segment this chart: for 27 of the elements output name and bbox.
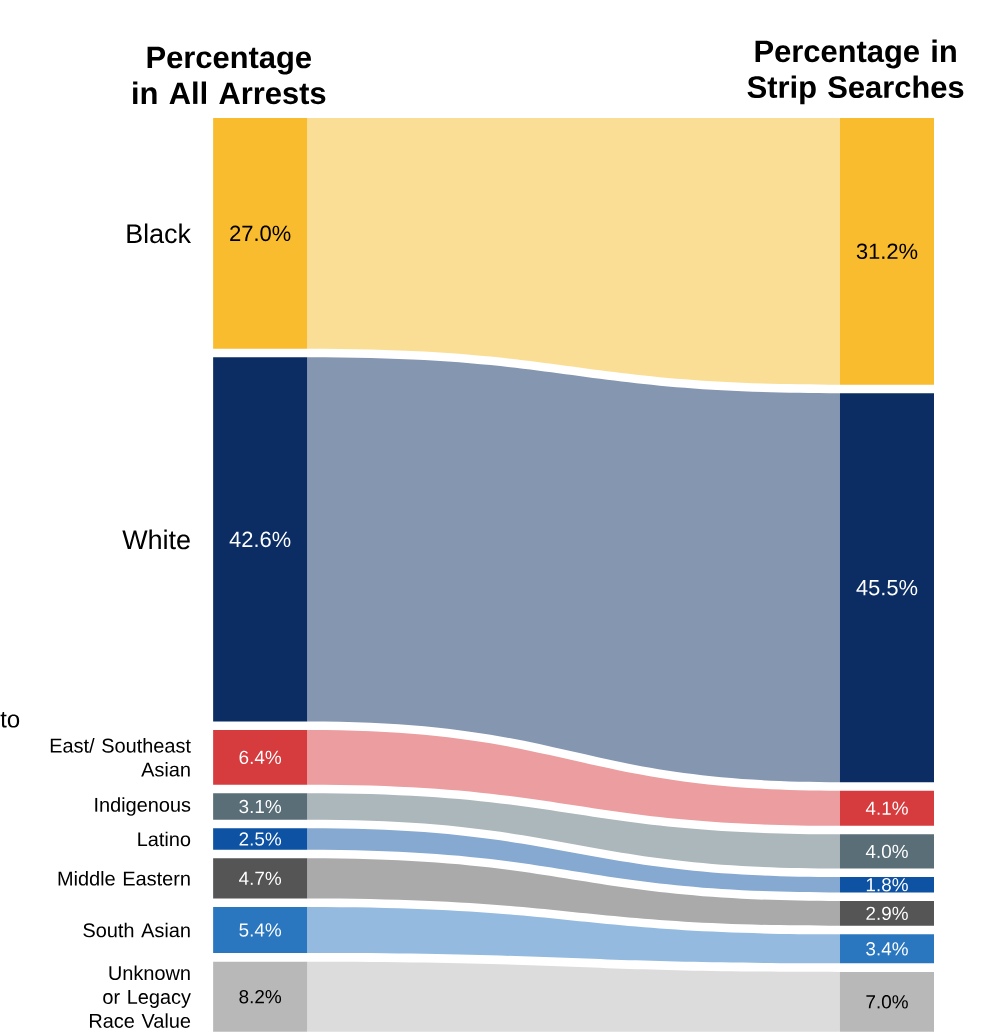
data-label: 7.0% xyxy=(866,995,908,1009)
series-label: Middle Eastern xyxy=(58,870,190,886)
data-label: 31.2% xyxy=(856,243,918,260)
series-label: Unknown or Legacy Race Value xyxy=(89,965,191,1028)
series-label: Latino xyxy=(138,831,191,847)
data-label: 4.7% xyxy=(239,871,282,885)
data-label: 27.0% xyxy=(230,225,291,242)
series-label: Indigenous xyxy=(95,797,191,816)
series-label: White xyxy=(122,529,190,550)
series-label: East/ Southeast Asian xyxy=(50,738,191,777)
data-label: 2.9% xyxy=(866,906,908,921)
text: to xyxy=(0,711,20,728)
data-label: 8.2% xyxy=(239,989,282,1004)
data-label: 4.0% xyxy=(865,844,908,859)
data-label: 2.5% xyxy=(239,832,282,846)
category-label: Percentage in All Arrests xyxy=(133,46,326,105)
data-label: 3.4% xyxy=(866,942,908,956)
series-label: Black xyxy=(127,223,192,244)
series-label: South Asian xyxy=(83,922,190,938)
data-label: 5.4% xyxy=(239,923,282,937)
data-label: 1.8% xyxy=(866,878,908,892)
data-label: 45.5% xyxy=(856,579,918,596)
data-label: 3.1% xyxy=(239,799,282,814)
data-label: 6.4% xyxy=(239,750,282,765)
data-label: 4.1% xyxy=(865,801,908,815)
data-label: 42.6% xyxy=(229,531,291,548)
category-label: Percentage in Strip Searches xyxy=(747,39,964,105)
